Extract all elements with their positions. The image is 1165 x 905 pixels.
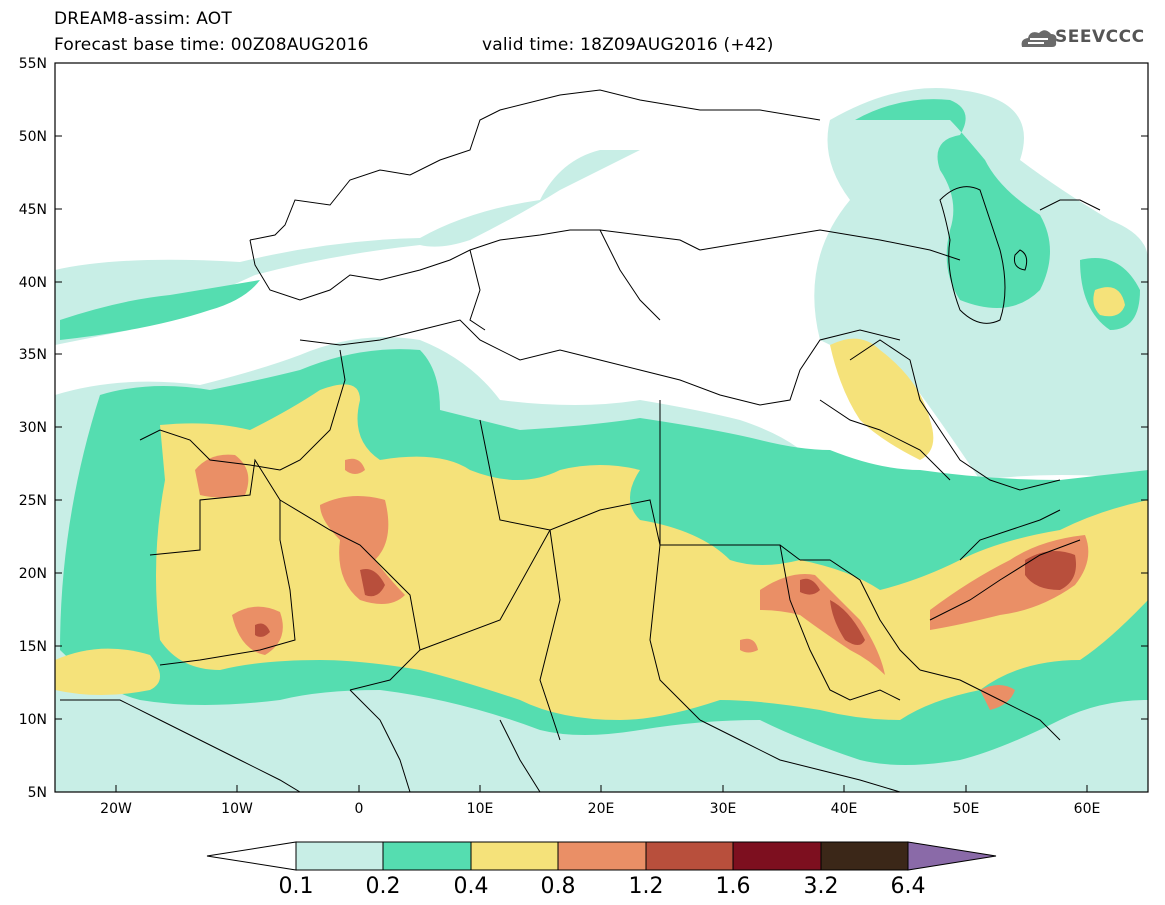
cloud-logo-icon (1021, 30, 1057, 47)
lat-axis: 55N 50N 45N 40N 35N 30N 25N 20N 15N 10N … (19, 56, 1148, 801)
lon-label-30e: 30E (710, 801, 737, 817)
lon-label-40e: 40E (831, 801, 858, 817)
colorbar-label: 1.2 (629, 874, 664, 899)
lon-label-10w: 10W (221, 801, 253, 817)
colorbar-swatch-2 (470, 841, 559, 871)
aot-band-0.2-0.4 (60, 280, 260, 340)
country-borders (60, 89, 1101, 792)
valid-time: valid time: 18Z09AUG2016 (+42) (482, 35, 774, 55)
lat-label-55n: 55N (19, 56, 47, 72)
lon-label-20e: 20E (588, 801, 615, 817)
logo-text: SEEVCCC (1055, 27, 1145, 47)
lat-label-35n: 35N (19, 347, 47, 363)
lon-label-20w: 20W (100, 801, 132, 817)
forecast-base-time: Forecast base time: 00Z08AUG2016 (54, 35, 369, 55)
lat-label-10n: 10N (19, 712, 47, 728)
colorbar-labels: 0.1 0.2 0.4 0.8 1.2 1.6 3.2 6.4 (279, 874, 926, 899)
colorbar-label: 1.6 (716, 874, 751, 899)
lat-label-20n: 20N (19, 566, 47, 582)
colorbar-label: 6.4 (891, 874, 926, 899)
aot-band-0.4-0.8 (156, 384, 1148, 720)
lat-label-30n: 30N (19, 420, 47, 436)
colorbar-swatch-1 (382, 841, 472, 871)
lon-label-60e: 60E (1074, 801, 1101, 817)
lat-label-45n: 45N (19, 202, 47, 218)
aot-band-0.8-1.2 (195, 454, 249, 498)
colorbar-swatch-3 (557, 841, 647, 871)
lat-label-25n: 25N (19, 493, 47, 509)
colorbar-label: 0.1 (279, 874, 314, 899)
colorbar-swatch-5 (732, 841, 822, 871)
colorbar-swatch-high-triangle (907, 841, 997, 871)
colorbar-swatch-low-triangle (206, 841, 297, 871)
lat-label-15n: 15N (19, 639, 47, 655)
map-title: DREAM8-assim: AOT (54, 9, 232, 29)
colorbar-swatch-6 (820, 841, 909, 871)
colorbar-swatch-0 (295, 841, 384, 871)
aot-band-1.2-1.6 (360, 569, 385, 597)
lon-label-10e: 10E (467, 801, 494, 817)
lat-label-50n: 50N (19, 129, 47, 145)
lat-label-5n: 5N (28, 785, 47, 801)
lon-axis: 20W 10W 0 10E 20E 30E 40E 50E 60E (100, 785, 1100, 817)
colorbar-label: 3.2 (804, 874, 839, 899)
colorbar-swatch-4 (645, 841, 734, 871)
colorbar (206, 841, 997, 871)
lon-label-0: 0 (355, 801, 364, 817)
colorbar-label: 0.4 (454, 874, 489, 899)
colorbar-label: 0.8 (541, 874, 576, 899)
lon-label-50e: 50E (953, 801, 980, 817)
colorbar-label: 0.2 (366, 874, 401, 899)
lat-label-40n: 40N (19, 275, 47, 291)
aot-field (55, 88, 1148, 792)
